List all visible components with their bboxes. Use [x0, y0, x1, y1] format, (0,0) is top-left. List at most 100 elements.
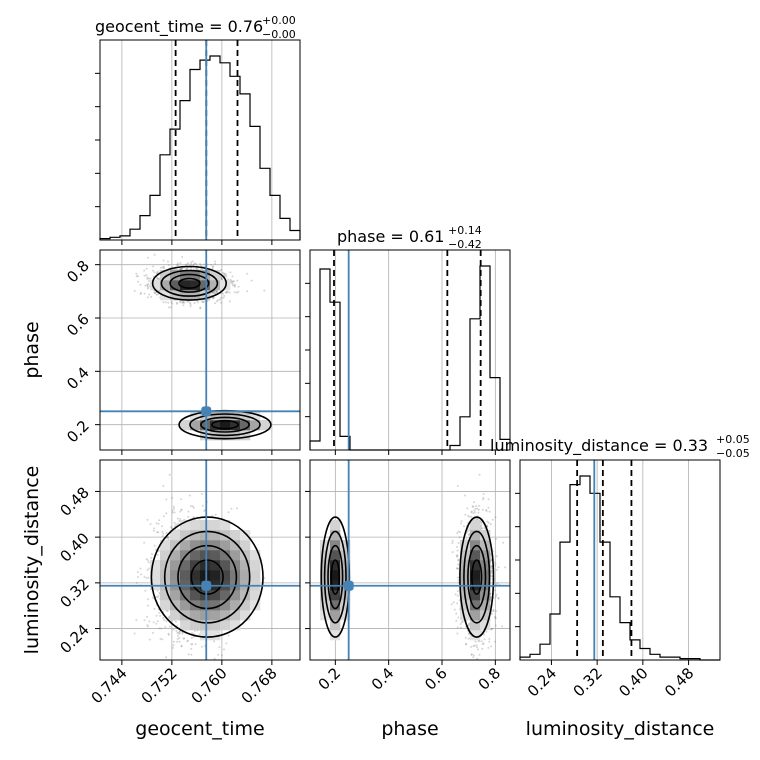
density-cell: [230, 620, 241, 631]
density-cell: [180, 590, 191, 601]
sample-point: [237, 285, 240, 288]
sample-point: [232, 280, 235, 283]
sample-point: [187, 300, 190, 303]
density-cell: [150, 560, 161, 571]
density-cell: [240, 430, 251, 441]
density-cell: [170, 600, 181, 611]
sample-point: [462, 525, 465, 528]
density-cell: [240, 600, 251, 611]
sample-point: [223, 648, 225, 651]
sample-point: [475, 644, 478, 647]
sample-point: [149, 277, 152, 280]
sample-point: [158, 277, 161, 280]
density-cell: [170, 270, 181, 281]
sample-point: [460, 520, 463, 523]
sample-point: [147, 286, 150, 289]
sample-point: [145, 558, 148, 561]
sample-point: [230, 280, 233, 282]
density-cell: [170, 280, 181, 291]
density-cell: [210, 610, 221, 621]
tick-label-y-phase-0p4: 0.4: [63, 363, 93, 393]
sample-point: [459, 522, 462, 525]
density-cell: [200, 590, 211, 601]
sample-point: [165, 498, 168, 501]
sample-point: [472, 501, 475, 504]
sample-point: [187, 639, 189, 642]
sample-point: [144, 589, 147, 592]
density-cell: [220, 550, 231, 561]
sample-point: [490, 567, 493, 570]
density-cell: [230, 600, 241, 611]
sample-point: [163, 619, 165, 622]
sample-point: [497, 597, 500, 600]
sample-point: [155, 622, 158, 625]
density-cell: [200, 530, 211, 541]
sample-point: [178, 640, 181, 643]
sample-point: [193, 302, 196, 304]
sample-point: [152, 269, 154, 272]
sample-point: [481, 508, 484, 511]
sample-point: [250, 279, 253, 282]
sample-point: [263, 289, 266, 292]
sample-point: [456, 554, 459, 557]
sample-point: [456, 576, 459, 579]
sample-point: [179, 301, 182, 304]
sample-point: [191, 505, 194, 508]
sample-point: [182, 637, 185, 640]
density-cell: [220, 540, 231, 551]
sample-point: [220, 268, 223, 271]
sample-point: [179, 630, 181, 633]
sample-point: [168, 473, 171, 476]
contour-geocent-time-vs-phase-0-0: [178, 277, 201, 289]
sample-point: [172, 507, 175, 510]
density-cell: [240, 560, 251, 571]
density-cell: [200, 420, 211, 431]
contour-geocent-time-vs-phase-0-3: [151, 265, 227, 301]
tick-label-y-luminosity-distance-0p48: 0.48: [56, 484, 92, 520]
sample-point: [156, 596, 159, 599]
sample-point: [480, 525, 483, 528]
density-cell: [230, 530, 241, 541]
contour-geocent-time-vs-luminosity-distance-0-0: [190, 559, 224, 596]
sample-point: [144, 284, 147, 287]
sample-point: [493, 561, 496, 564]
sample-point: [494, 616, 496, 619]
sample-point: [213, 657, 216, 660]
sample-point: [486, 520, 489, 523]
sample-point: [167, 633, 170, 636]
sample-point: [153, 271, 156, 274]
sample-point: [137, 576, 139, 578]
sample-point: [488, 637, 491, 640]
sample-point: [195, 268, 198, 271]
sample-point: [133, 632, 136, 635]
sample-point: [147, 567, 150, 570]
sample-point: [176, 640, 179, 643]
sample-point: [217, 653, 220, 656]
sample-point: [485, 508, 488, 511]
sample-point: [235, 507, 238, 510]
sample-point: [166, 536, 169, 539]
sample-point: [156, 277, 159, 280]
sample-point: [167, 260, 169, 263]
sample-point: [157, 549, 160, 552]
sample-point: [147, 277, 150, 280]
sample-point: [470, 653, 473, 656]
density-cell: [180, 290, 191, 301]
sample-point: [470, 510, 473, 513]
tick-label-y-phase-0p6: 0.6: [63, 310, 93, 340]
sample-point: [491, 518, 494, 521]
panel-geocent-time-vs-phase: [100, 250, 300, 450]
tick-label-x-luminosity-distance-0p32: 0.32: [570, 664, 606, 700]
tick-label-x-geocent-time-0p752: 0.752: [138, 664, 181, 707]
sample-point: [225, 642, 228, 645]
sample-point: [203, 300, 206, 303]
sample-point: [452, 601, 455, 604]
sample-point: [227, 278, 230, 281]
panel-geocent-time-vs-luminosity-distance: [100, 460, 300, 660]
sample-point: [494, 624, 497, 627]
sample-point: [176, 631, 179, 634]
density-cell: [210, 520, 221, 531]
sample-point: [190, 647, 193, 650]
sample-point: [457, 579, 460, 582]
